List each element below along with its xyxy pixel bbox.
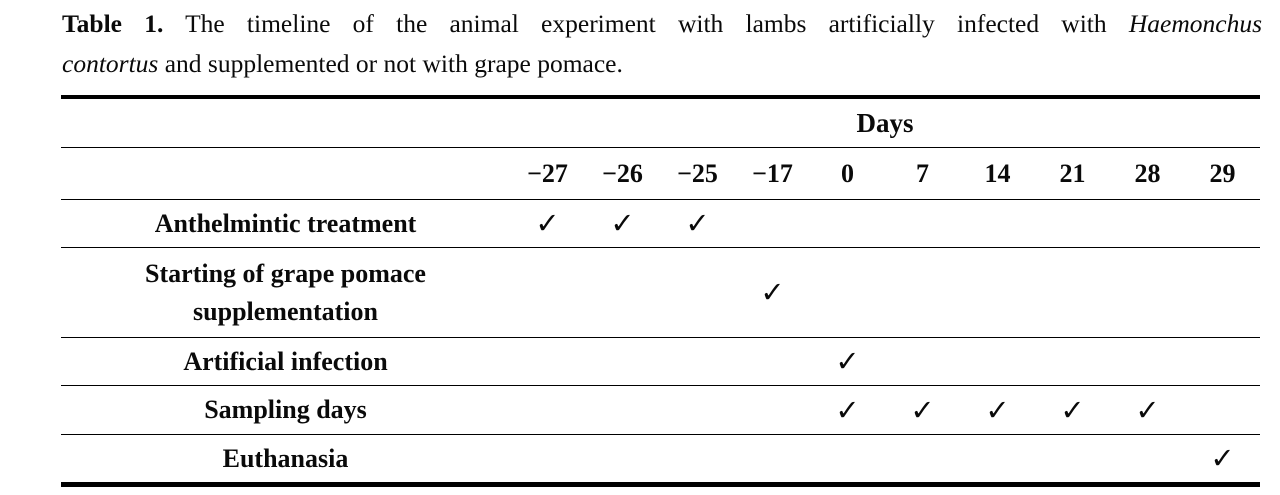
timeline-row: Artificial infection ✓ (61, 337, 1260, 386)
caption-text-2: and supplemented or not with grape pomac… (164, 49, 623, 78)
empty-cell (1185, 199, 1260, 248)
empty-cell (1110, 337, 1185, 386)
check-icon: ✓ (1135, 392, 1160, 427)
empty-cell (660, 337, 735, 386)
table-caption: Table 1. The timeline of the animal expe… (62, 4, 1262, 84)
empty-cell (585, 337, 660, 386)
caption-text-1: The timeline of the animal experiment wi… (185, 9, 1107, 38)
check-cell: ✓ (810, 385, 885, 435)
empty-cell (510, 435, 585, 485)
day-column-header: 21 (1035, 147, 1110, 200)
empty-cell (960, 435, 1035, 485)
check-icon: ✓ (1210, 441, 1235, 475)
caption-line-2: contortus and supplemented or not with g… (62, 44, 1262, 84)
empty-cell (960, 247, 1035, 338)
day-column-header: −17 (735, 147, 810, 200)
row-label: Anthelmintic treatment (61, 199, 510, 248)
empty-cell (585, 247, 660, 338)
check-icon: ✓ (985, 392, 1010, 427)
empty-cell (735, 385, 810, 435)
empty-cell (510, 385, 585, 435)
timeline-row: Euthanasia ✓ (61, 435, 1260, 485)
empty-cell (1185, 247, 1260, 338)
empty-cell (960, 337, 1035, 386)
day-column-header: 28 (1110, 147, 1185, 200)
empty-cell (1035, 199, 1110, 248)
check-cell: ✓ (660, 199, 735, 248)
empty-cell (810, 247, 885, 338)
row-label: Sampling days (61, 385, 510, 435)
check-icon: ✓ (835, 344, 860, 378)
check-icon: ✓ (610, 206, 635, 240)
empty-cell (960, 199, 1035, 248)
empty-cell (510, 247, 585, 338)
empty-cell (1110, 199, 1185, 248)
empty-cell (885, 199, 960, 248)
day-column-header: 7 (885, 147, 960, 200)
days-header: Days (510, 97, 1260, 148)
empty-cell (735, 337, 810, 386)
empty-cell (660, 247, 735, 338)
row-label: Artificial infection (61, 337, 510, 386)
caption-line-1: Table 1. The timeline of the animal expe… (62, 4, 1262, 44)
empty-cell (1110, 247, 1185, 338)
empty-cell (735, 435, 810, 485)
timeline-row: Starting of grape pomace supplementation… (61, 247, 1260, 338)
check-cell: ✓ (1110, 385, 1185, 435)
empty-cell (1185, 385, 1260, 435)
check-cell: ✓ (960, 385, 1035, 435)
row-label: Euthanasia (222, 443, 349, 473)
empty-cell (660, 385, 735, 435)
empty-corner-cell (61, 97, 510, 148)
check-cell: ✓ (735, 247, 810, 338)
check-icon: ✓ (1060, 392, 1085, 427)
day-column-header: 14 (960, 147, 1035, 200)
check-cell: ✓ (810, 337, 885, 386)
empty-cell (660, 435, 735, 485)
empty-cell (585, 385, 660, 435)
check-cell: ✓ (885, 385, 960, 435)
timeline-table-body: Anthelmintic treatment ✓ ✓ ✓ Starting of gra… (61, 199, 1260, 485)
timeline-row: Sampling days ✓ ✓ ✓ ✓ ✓ (61, 385, 1260, 435)
empty-cell (885, 435, 960, 485)
day-numbers-row: −27 −26 −25 −17 0 7 14 21 28 29 (61, 147, 1260, 200)
caption-species-part-2: contortus (62, 49, 159, 78)
timeline-row: Anthelmintic treatment ✓ ✓ ✓ (61, 199, 1260, 248)
day-column-header: 0 (810, 147, 885, 200)
empty-cell (1035, 435, 1110, 485)
empty-cell (1185, 337, 1260, 386)
day-column-header: −26 (585, 147, 660, 200)
day-column-header: 29 (1185, 147, 1260, 200)
check-icon: ✓ (910, 392, 935, 427)
check-icon: ✓ (835, 392, 860, 427)
empty-cell (1035, 337, 1110, 386)
caption-species-part-1: Haemonchus (1128, 9, 1262, 38)
row-label: Starting of grape pomace supplementation (61, 247, 510, 338)
empty-cell (810, 199, 885, 248)
check-cell: ✓ (585, 199, 660, 248)
check-icon: ✓ (535, 206, 560, 240)
check-cell: ✓ (1185, 435, 1260, 485)
empty-cell (885, 337, 960, 386)
empty-cell (585, 435, 660, 485)
days-header-row: Days (61, 97, 1260, 148)
empty-cell (735, 199, 810, 248)
empty-cell (810, 435, 885, 485)
day-column-header: −25 (660, 147, 735, 200)
experiment-timeline-table: Days −27 −26 −25 −17 0 7 14 21 28 29 Anthelmintic… (61, 95, 1260, 487)
check-cell: ✓ (1035, 385, 1110, 435)
empty-corner-cell (61, 147, 510, 200)
empty-cell (510, 337, 585, 386)
caption-table-label: Table 1. (62, 9, 164, 38)
check-icon: ✓ (685, 206, 710, 240)
empty-cell (1110, 435, 1185, 485)
empty-cell (1035, 247, 1110, 338)
check-cell: ✓ (510, 199, 585, 248)
day-column-header: −27 (510, 147, 585, 200)
empty-cell (885, 247, 960, 338)
check-icon: ✓ (760, 275, 785, 309)
